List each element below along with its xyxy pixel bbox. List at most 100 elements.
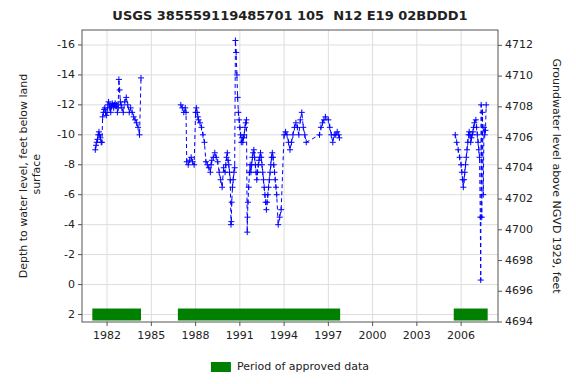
- y-tick-label: -4: [64, 218, 75, 231]
- y2-tick-label: 4698: [505, 254, 533, 267]
- data-point: [182, 105, 188, 111]
- x-tick: [195, 322, 196, 326]
- y2-tick-label: 4704: [505, 161, 533, 174]
- data-point: [135, 124, 141, 130]
- y-tick: [78, 104, 82, 105]
- data-point: [195, 114, 201, 120]
- y-tick: [78, 134, 82, 135]
- x-tick-label: 1994: [270, 329, 298, 342]
- data-point: [231, 169, 237, 175]
- data-point: [216, 169, 222, 175]
- data-point: [265, 192, 271, 198]
- data-point: [481, 124, 487, 130]
- title: USGS 385559119485701 105 N12 E19 02BDDD1: [112, 8, 467, 23]
- grid-line-y: [82, 104, 498, 105]
- data-point: [209, 157, 215, 163]
- data-point: [259, 162, 265, 168]
- data-point: [138, 75, 144, 81]
- y-tick-label: 2: [68, 308, 75, 321]
- data-point: [228, 219, 234, 225]
- data-point: [99, 139, 105, 145]
- data-point: [184, 159, 190, 165]
- data-point: [243, 120, 249, 126]
- data-point: [264, 199, 270, 205]
- grid-line-y: [82, 284, 498, 285]
- data-point: [272, 177, 278, 183]
- data-point: [482, 127, 488, 133]
- y2-tick: [498, 229, 502, 230]
- data-point: [101, 106, 107, 112]
- data-point: [98, 139, 104, 145]
- plot-frame: [82, 30, 498, 322]
- x-tick: [151, 322, 152, 326]
- grid: [82, 30, 498, 322]
- data-point: [479, 214, 485, 220]
- y2-tick-label: 4700: [505, 223, 533, 236]
- data-point: [296, 132, 302, 138]
- data-point: [336, 132, 342, 138]
- data-point: [92, 147, 98, 153]
- y2-tick-label: 4706: [505, 131, 533, 144]
- data-point: [125, 102, 131, 108]
- data-point: [464, 147, 470, 153]
- grid-line-x: [107, 30, 108, 322]
- grid-line-y: [82, 224, 498, 225]
- y2-tick: [498, 291, 502, 292]
- data-point: [462, 169, 468, 175]
- grid-line-x: [416, 30, 417, 322]
- data-point: [233, 49, 239, 55]
- data-point: [290, 132, 296, 138]
- data-point: [468, 139, 474, 145]
- x-tick-label: 1991: [226, 329, 254, 342]
- data-point: [123, 94, 129, 100]
- data-point: [185, 162, 191, 168]
- data-point: [317, 132, 323, 138]
- data-point: [224, 154, 230, 160]
- y2-tick: [498, 260, 502, 261]
- x-tick-label: 2003: [403, 329, 431, 342]
- y-tick-label: 0: [68, 278, 75, 291]
- y2-tick-label: 4696: [505, 284, 533, 297]
- data-point: [132, 117, 138, 123]
- data-point: [470, 129, 476, 135]
- y-axis-label-line: surface: [30, 154, 43, 198]
- y2-tick: [498, 76, 502, 77]
- data-point: [300, 124, 306, 130]
- x-tick-label: 1982: [93, 329, 121, 342]
- data-point: [457, 154, 463, 160]
- y2-tick: [498, 137, 502, 138]
- data-point: [302, 132, 308, 138]
- x-tick: [239, 322, 240, 326]
- data-point: [128, 105, 134, 111]
- data-point: [288, 139, 294, 145]
- data-point: [219, 184, 225, 190]
- y-tick: [78, 314, 82, 315]
- grid-line-x: [461, 30, 462, 322]
- data-point: [260, 177, 266, 183]
- grid-line-y: [82, 254, 498, 255]
- data-point: [191, 162, 197, 168]
- data-point: [236, 117, 242, 123]
- data-point: [118, 102, 124, 108]
- grid-line-x: [372, 30, 373, 322]
- data-point: [468, 135, 474, 141]
- y-tick: [78, 164, 82, 165]
- data-point: [303, 139, 309, 145]
- y2-tick-label: 4702: [505, 192, 533, 205]
- data-point: [287, 147, 293, 153]
- grid-line-x: [195, 30, 196, 322]
- data-point: [97, 135, 103, 141]
- data-point: [482, 132, 488, 138]
- x-tick: [107, 322, 108, 326]
- data-point: [318, 124, 324, 130]
- x-tick: [284, 322, 285, 326]
- data-point: [258, 154, 264, 160]
- y-tick: [78, 284, 82, 285]
- data-point: [271, 162, 277, 168]
- data-point: [269, 150, 275, 156]
- data-point: [277, 214, 283, 220]
- data-point: [478, 277, 484, 283]
- y-tick-label: -14: [57, 68, 75, 81]
- grid-line-y: [82, 74, 498, 75]
- data-point: [251, 147, 257, 153]
